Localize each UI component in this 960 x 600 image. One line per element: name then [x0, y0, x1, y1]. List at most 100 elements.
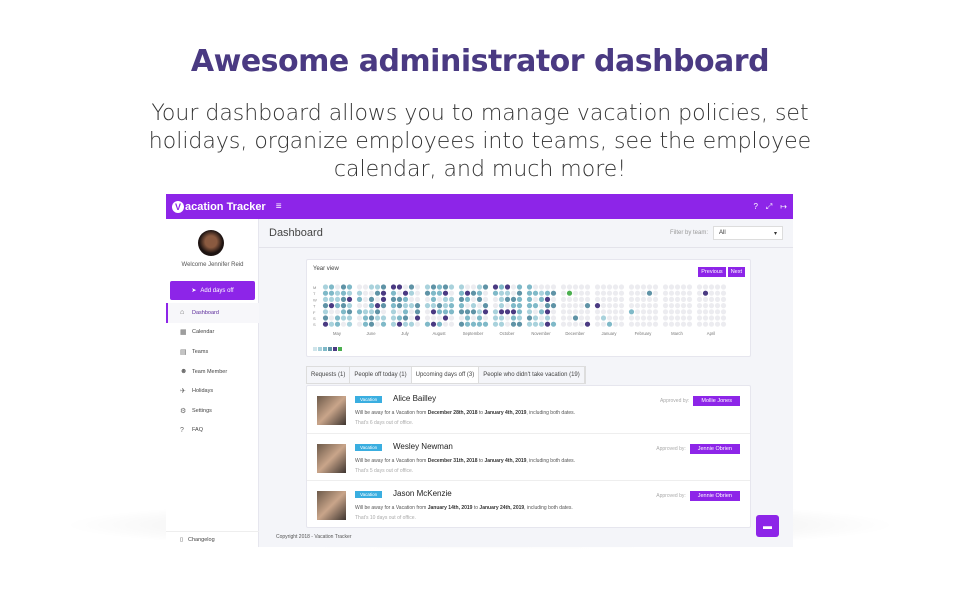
heatmap-day[interactable] [436, 309, 443, 315]
heatmap-day[interactable] [628, 321, 635, 327]
heatmap-day[interactable] [714, 315, 721, 321]
heatmap-day[interactable] [606, 290, 613, 296]
heatmap-day[interactable] [516, 309, 523, 315]
heatmap-day[interactable] [476, 284, 483, 290]
heatmap-day[interactable] [662, 290, 669, 296]
heatmap-day[interactable] [430, 284, 437, 290]
heatmap-day[interactable] [374, 309, 381, 315]
heatmap-day[interactable] [414, 284, 421, 290]
heatmap-day[interactable] [708, 290, 715, 296]
heatmap-day[interactable] [702, 321, 709, 327]
heatmap-day[interactable] [424, 296, 431, 302]
heatmap-day[interactable] [362, 303, 369, 309]
heatmap-day[interactable] [628, 284, 635, 290]
heatmap-day[interactable] [702, 284, 709, 290]
heatmap-day[interactable] [436, 321, 443, 327]
heatmap-day[interactable] [492, 290, 499, 296]
heatmap-day[interactable] [368, 309, 375, 315]
heatmap-day[interactable] [328, 321, 335, 327]
heatmap-day[interactable] [686, 303, 693, 309]
heatmap-day[interactable] [526, 315, 533, 321]
heatmap-day[interactable] [458, 296, 465, 302]
heatmap-day[interactable] [668, 321, 675, 327]
heatmap-day[interactable] [566, 284, 573, 290]
heatmap-day[interactable] [402, 321, 409, 327]
heatmap-day[interactable] [362, 296, 369, 302]
heatmap-day[interactable] [714, 284, 721, 290]
heatmap-day[interactable] [686, 284, 693, 290]
heatmap-day[interactable] [566, 309, 573, 315]
heatmap-day[interactable] [322, 309, 329, 315]
heatmap-day[interactable] [442, 309, 449, 315]
heatmap-day[interactable] [498, 309, 505, 315]
heatmap-day[interactable] [482, 321, 489, 327]
heatmap-day[interactable] [634, 290, 641, 296]
heatmap-day[interactable] [430, 321, 437, 327]
heatmap-day[interactable] [646, 309, 653, 315]
heatmap-day[interactable] [356, 296, 363, 302]
heatmap-day[interactable] [408, 303, 415, 309]
fullscreen-icon[interactable]: ⤢ [765, 201, 773, 211]
heatmap-day[interactable] [356, 290, 363, 296]
heatmap-day[interactable] [600, 284, 607, 290]
employee-name[interactable]: Alice Bailley [393, 394, 437, 403]
heatmap-day[interactable] [498, 296, 505, 302]
heatmap-day[interactable] [436, 296, 443, 302]
heatmap-day[interactable] [492, 296, 499, 302]
heatmap-day[interactable] [510, 315, 517, 321]
heatmap-day[interactable] [532, 284, 539, 290]
heatmap-day[interactable] [652, 303, 659, 309]
heatmap-day[interactable] [550, 284, 557, 290]
heatmap-day[interactable] [516, 303, 523, 309]
heatmap-day[interactable] [458, 315, 465, 321]
heatmap-day[interactable] [550, 296, 557, 302]
heatmap-day[interactable] [334, 309, 341, 315]
heatmap-day[interactable] [368, 284, 375, 290]
heatmap-day[interactable] [430, 309, 437, 315]
heatmap-day[interactable] [674, 296, 681, 302]
heatmap-day[interactable] [346, 309, 353, 315]
heatmap-day[interactable] [424, 309, 431, 315]
heatmap-day[interactable] [606, 309, 613, 315]
heatmap-day[interactable] [526, 309, 533, 315]
heatmap-day[interactable] [566, 315, 573, 321]
heatmap-day[interactable] [346, 284, 353, 290]
heatmap-day[interactable] [674, 315, 681, 321]
heatmap-day[interactable] [476, 321, 483, 327]
heatmap-day[interactable] [356, 309, 363, 315]
heatmap-day[interactable] [390, 321, 397, 327]
heatmap-day[interactable] [674, 309, 681, 315]
sidebar-item-calendar[interactable]: ▦ Calendar [166, 323, 259, 343]
heatmap-day[interactable] [618, 284, 625, 290]
heatmap-day[interactable] [578, 321, 585, 327]
heatmap-day[interactable] [612, 321, 619, 327]
heatmap-day[interactable] [668, 309, 675, 315]
heatmap-day[interactable] [424, 290, 431, 296]
heatmap-day[interactable] [532, 309, 539, 315]
sidebar-item-settings[interactable]: ⚙ Settings [166, 401, 259, 421]
next-button[interactable]: Next [727, 267, 745, 277]
heatmap-day[interactable] [538, 296, 545, 302]
heatmap-day[interactable] [396, 321, 403, 327]
logout-icon[interactable]: ↦ [780, 201, 787, 211]
heatmap-day[interactable] [634, 321, 641, 327]
heatmap-day[interactable] [532, 296, 539, 302]
heatmap-day[interactable] [322, 296, 329, 302]
heatmap-day[interactable] [578, 296, 585, 302]
heatmap-day[interactable] [464, 296, 471, 302]
heatmap-day[interactable] [708, 284, 715, 290]
heatmap-day[interactable] [550, 321, 557, 327]
heatmap-day[interactable] [380, 309, 387, 315]
heatmap-day[interactable] [464, 284, 471, 290]
heatmap-day[interactable] [328, 309, 335, 315]
heatmap-day[interactable] [448, 296, 455, 302]
heatmap-day[interactable] [572, 321, 579, 327]
heatmap-day[interactable] [476, 303, 483, 309]
heatmap-day[interactable] [482, 284, 489, 290]
heatmap-day[interactable] [464, 321, 471, 327]
heatmap-day[interactable] [594, 284, 601, 290]
tab[interactable]: People who didn't take vacation (19) [479, 367, 585, 383]
approver-button[interactable]: Mollie Jones [693, 396, 740, 406]
heatmap-day[interactable] [634, 284, 641, 290]
heatmap-day[interactable] [362, 309, 369, 315]
